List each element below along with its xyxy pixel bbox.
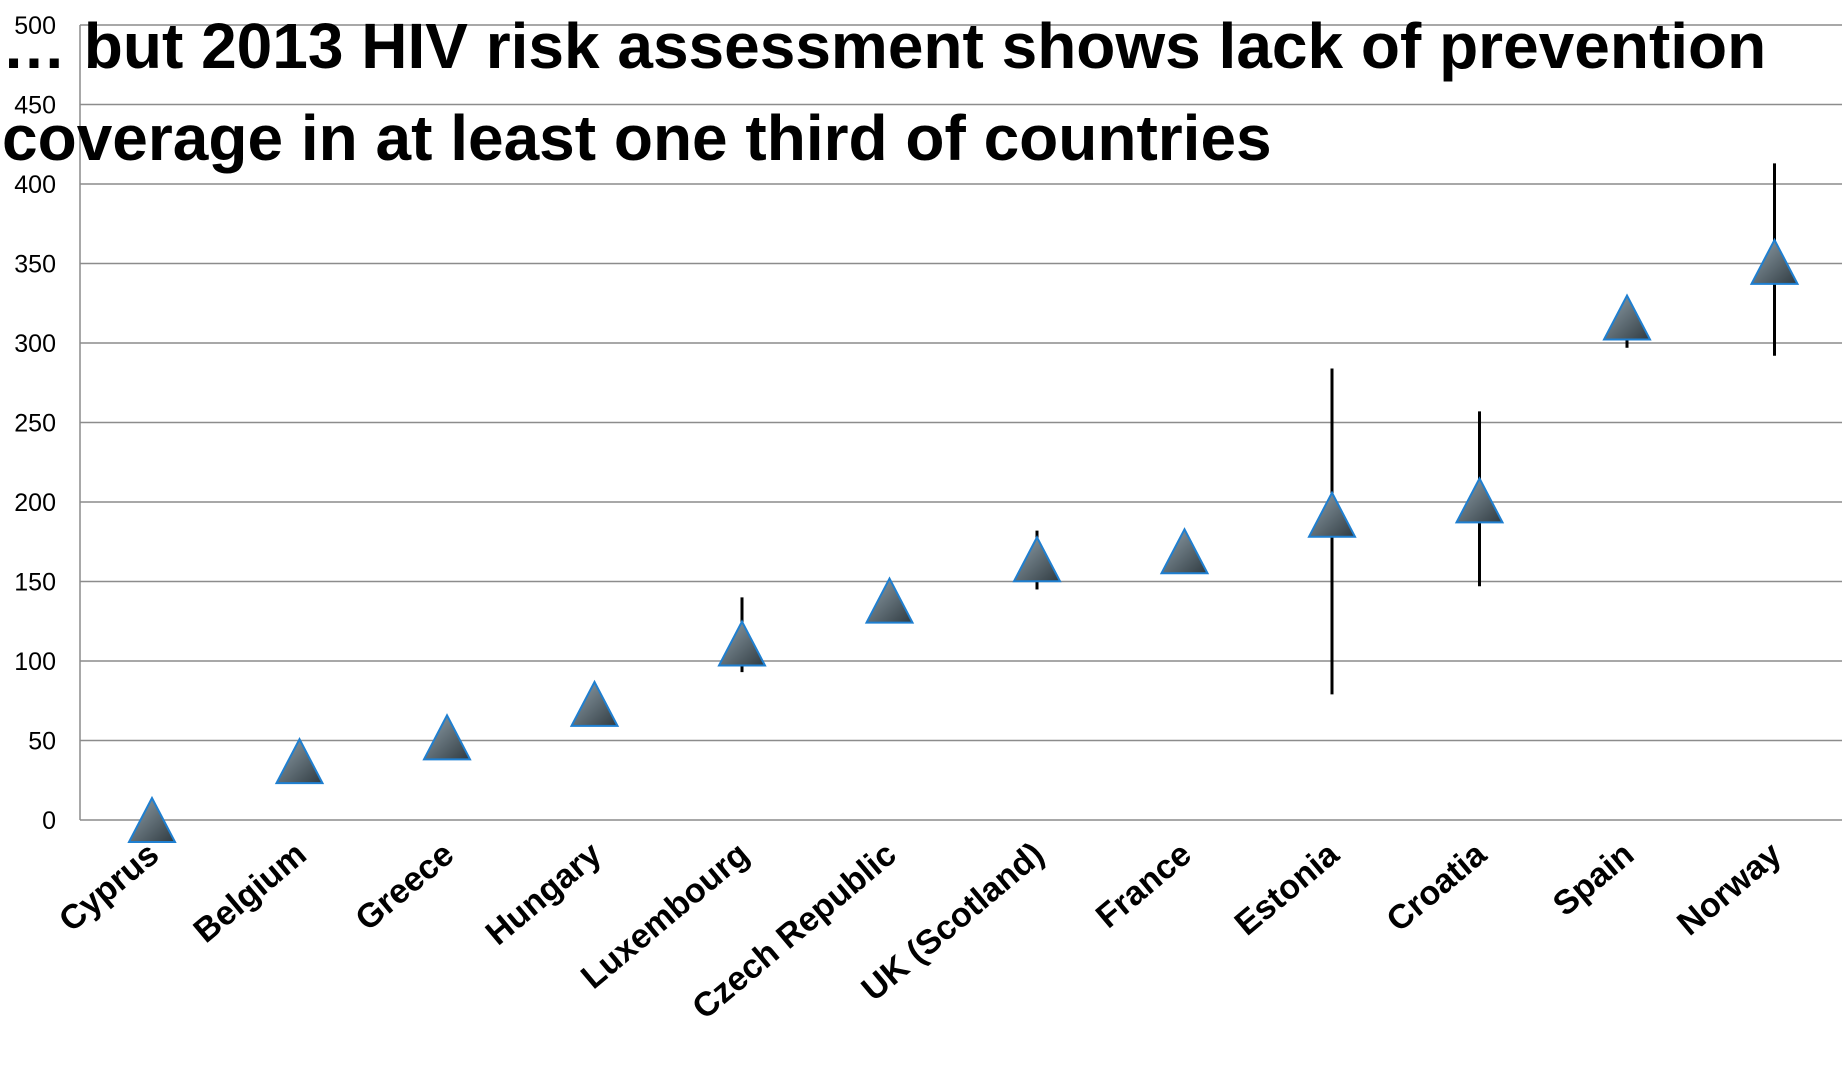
data-point-marker <box>572 682 618 726</box>
y-tick-label: 150 <box>14 569 56 597</box>
data-point-marker <box>1752 240 1798 284</box>
data-point-marker <box>1309 493 1355 537</box>
data-point-marker <box>1014 537 1060 581</box>
chart-title-line-2: coverage in at least one third of countr… <box>2 92 1766 184</box>
x-axis-category-labels: Cyprus Belgium Greece HungaryLuxembourgCzec… <box>52 834 1789 1027</box>
data-point-marker <box>277 739 323 783</box>
x-category-label: Spain <box>1546 835 1641 924</box>
x-category-label: France <box>1089 835 1199 936</box>
y-tick-label: 50 <box>28 728 56 756</box>
x-category-label: Cyprus <box>52 835 166 939</box>
y-tick-label: 250 <box>14 410 56 438</box>
data-point-marker <box>1604 296 1650 340</box>
x-category-label: Norway <box>1670 835 1789 943</box>
x-category-label: Greece <box>348 835 461 938</box>
y-tick-label: 300 <box>14 330 56 358</box>
x-category-label: Hungary <box>479 835 609 953</box>
data-point-marker <box>424 715 470 759</box>
x-category-label: Croatia <box>1379 834 1494 939</box>
chart-title-line-1: … but 2013 HIV risk assessment shows lac… <box>2 0 1766 92</box>
y-tick-label: 100 <box>14 648 56 676</box>
y-tick-label: 350 <box>14 251 56 279</box>
data-point-marker <box>1162 529 1208 573</box>
data-point-marker <box>867 579 913 623</box>
y-tick-label: 200 <box>14 489 56 517</box>
data-markers <box>129 240 1798 842</box>
x-category-label: Estonia <box>1228 834 1347 943</box>
x-category-label: Belgium <box>186 835 313 950</box>
data-point-marker <box>719 622 765 666</box>
chart-title: … but 2013 HIV risk assessment shows lac… <box>2 0 1766 184</box>
y-tick-label: 0 <box>42 807 56 835</box>
data-point-marker <box>1457 478 1503 522</box>
